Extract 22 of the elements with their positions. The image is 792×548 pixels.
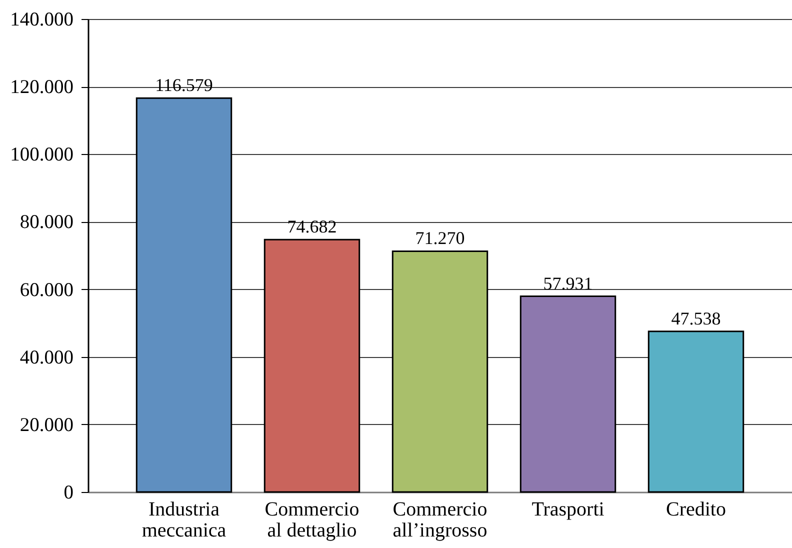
bar (392, 250, 488, 493)
y-tick-label: 120.000 (10, 77, 74, 98)
bar (264, 238, 360, 493)
x-tick-label: Industria meccanica (142, 498, 226, 542)
bar (648, 330, 744, 493)
x-tick-label: Commercio al dettaglio (264, 498, 360, 542)
y-tick-label: 60.000 (20, 280, 74, 301)
y-tick-label: 100.000 (10, 144, 74, 166)
y-tick-label: 20.000 (20, 414, 74, 436)
data-label: 47.538 (671, 308, 721, 328)
x-tick-label: Trasporti (532, 498, 605, 520)
data-label: 74.682 (287, 216, 337, 237)
y-tick-label: 40.000 (20, 347, 74, 368)
y-tick-label: 80.000 (20, 212, 74, 234)
data-label: 71.270 (415, 228, 465, 248)
bar (520, 296, 616, 493)
y-tick-label: 0 (64, 482, 74, 504)
x-tick-label: Credito (666, 498, 726, 520)
data-label: 57.931 (543, 273, 593, 294)
bar (136, 97, 232, 493)
x-tick-label: Commercio all’ingrosso (392, 498, 488, 542)
y-tick-label: 140.000 (10, 10, 74, 30)
